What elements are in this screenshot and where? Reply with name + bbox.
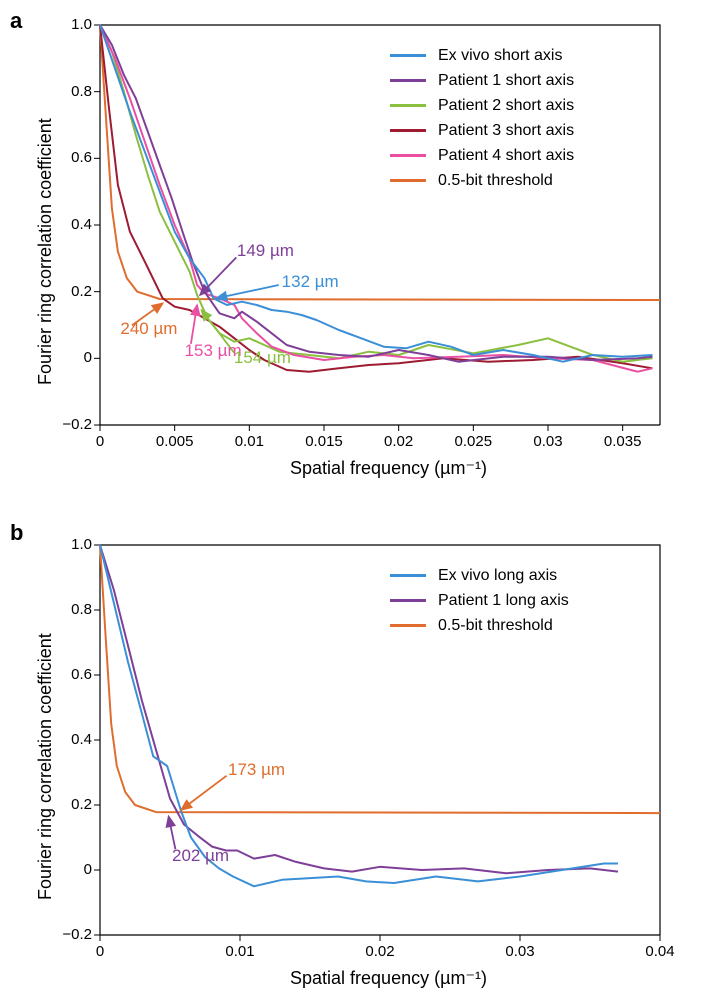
ytick-label: 1.0 [50, 16, 92, 33]
legend-swatch [390, 624, 426, 627]
annotation-label: 173 µm [228, 760, 285, 780]
xtick-label: 0.02 [379, 433, 419, 450]
legend-swatch [390, 574, 426, 577]
ytick-label: 0.6 [50, 666, 92, 683]
annotation-label: 132 µm [282, 272, 339, 292]
legend-item: Patient 1 long axis [390, 590, 569, 611]
ytick-label: 0.2 [50, 796, 92, 813]
ytick-label: 1.0 [50, 536, 92, 553]
annotation-label: 149 µm [237, 241, 294, 261]
legend-label: Ex vivo long axis [438, 567, 557, 585]
ytick-label: 0.4 [50, 216, 92, 233]
legend-item: 0.5-bit threshold [390, 615, 569, 636]
ytick-label: 0.2 [50, 283, 92, 300]
xtick-label: 0.01 [229, 433, 269, 450]
legend-item: Ex vivo long axis [390, 565, 569, 586]
xtick-label: 0.005 [155, 433, 195, 450]
panel-b-legend: Ex vivo long axis Patient 1 long axis 0.5-… [390, 565, 569, 640]
xtick-label: 0 [80, 943, 120, 960]
xtick-label: 0 [80, 433, 120, 450]
annotation-label: 154 µm [234, 348, 291, 368]
xtick-label: 0.035 [603, 433, 643, 450]
annotation-label: 202 µm [172, 846, 229, 866]
legend-label: 0.5-bit threshold [438, 617, 553, 635]
series-threshold [100, 545, 660, 813]
xtick-label: 0.02 [360, 943, 400, 960]
xtick-label: 0.01 [220, 943, 260, 960]
legend-swatch [390, 599, 426, 602]
annotation-arrow [169, 816, 176, 849]
ytick-label: 0.4 [50, 731, 92, 748]
ytick-label: 0.8 [50, 83, 92, 100]
ytick-label: 0.8 [50, 601, 92, 618]
ytick-label: −0.2 [50, 416, 92, 433]
figure-root: a Fourier ring correlation coefficient S… [0, 0, 704, 994]
annotation-arrow [181, 776, 226, 810]
xtick-label: 0.03 [528, 433, 568, 450]
xtick-label: 0.04 [640, 943, 680, 960]
annotation-label: 240 µm [120, 319, 177, 339]
xtick-label: 0.015 [304, 433, 344, 450]
ytick-label: 0.6 [50, 149, 92, 166]
xtick-label: 0.025 [453, 433, 493, 450]
ytick-label: −0.2 [50, 926, 92, 943]
legend-label: Patient 1 long axis [438, 592, 569, 610]
panel-b-xlabel: Spatial frequency (µm⁻¹) [290, 968, 487, 989]
ytick-label: 0 [50, 861, 92, 878]
ytick-label: 0 [50, 349, 92, 366]
xtick-label: 0.03 [500, 943, 540, 960]
panel-b-chart [0, 0, 704, 994]
